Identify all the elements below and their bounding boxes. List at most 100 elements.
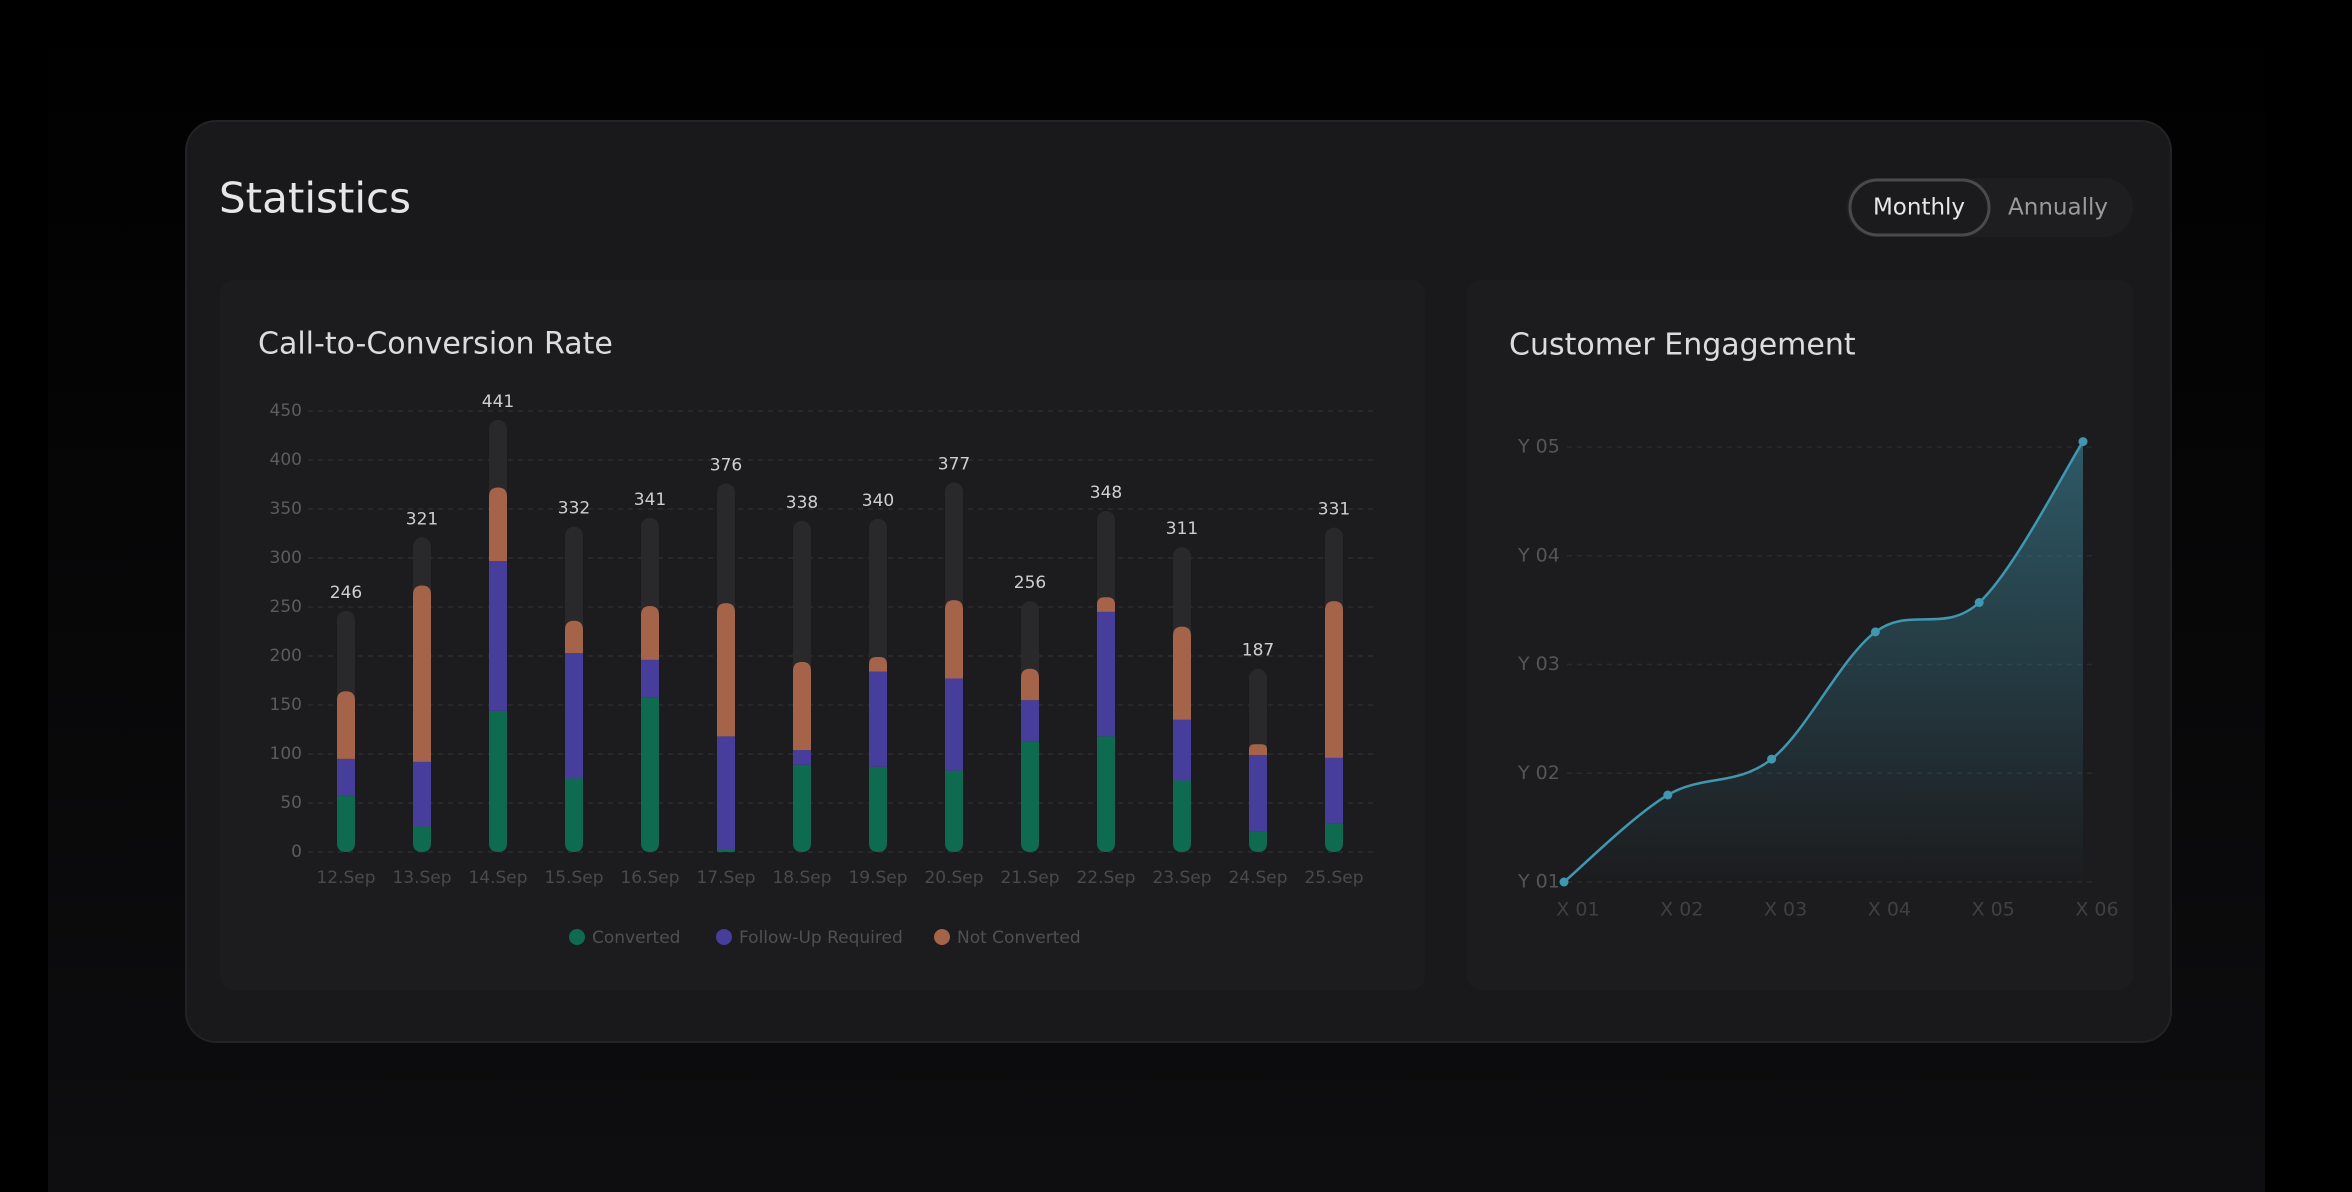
total-label: 348	[1090, 483, 1122, 503]
legend-label: Follow-Up Required	[739, 928, 903, 948]
total-label: 340	[862, 491, 894, 511]
y-tick-label: 450	[270, 401, 302, 421]
bar-segment	[1249, 744, 1267, 755]
bar-segment	[641, 606, 659, 660]
panel	[220, 280, 1425, 990]
legend-swatch	[934, 929, 950, 945]
y-tick-label: Y 04	[1517, 544, 1560, 566]
x-tick-label: 14.Sep	[468, 868, 527, 888]
tab-active	[1848, 178, 1991, 237]
total-label: 246	[330, 583, 362, 603]
total-label: 376	[710, 456, 742, 476]
x-tick-label: 17.Sep	[696, 868, 755, 888]
x-tick-label: 25.Sep	[1304, 868, 1363, 888]
total-label: 377	[938, 455, 970, 475]
x-tick-label: X 05	[1972, 899, 2015, 921]
bar-segment	[1173, 780, 1191, 852]
bar-segment	[793, 764, 811, 852]
x-tick-label: 13.Sep	[392, 868, 451, 888]
y-tick-label: Y 01	[1517, 871, 1560, 893]
tab[interactable]: Annually	[2008, 195, 2108, 221]
x-tick-label: 18.Sep	[772, 868, 831, 888]
bar-segment	[945, 600, 963, 679]
bar-segment	[1173, 719, 1191, 781]
bar-segment	[337, 691, 355, 759]
y-tick-label: 150	[270, 695, 302, 715]
x-tick-label: 19.Sep	[848, 868, 907, 888]
y-tick-label: Y 05	[1517, 436, 1560, 458]
bar-segment	[793, 750, 811, 765]
bar-segment	[869, 766, 887, 852]
bar-segment	[413, 585, 431, 762]
total-label: 321	[406, 509, 438, 529]
bar-segment	[1325, 757, 1343, 824]
bar-segment	[1097, 736, 1115, 852]
y-tick-label: 50	[280, 793, 302, 813]
y-tick-label: 100	[270, 744, 302, 764]
bar-segment	[337, 758, 355, 797]
total-label: 441	[482, 392, 514, 412]
total-label: 338	[786, 493, 818, 513]
page-title: Statistics	[219, 174, 411, 223]
bar-segment	[717, 849, 735, 852]
y-tick-label: 400	[270, 450, 302, 470]
chart-title: Call-to-Conversion Rate	[258, 327, 613, 362]
tab[interactable]: Monthly	[1873, 195, 1965, 221]
point	[1974, 598, 1984, 608]
bar-segment	[565, 653, 583, 779]
y-tick-label: 200	[270, 646, 302, 666]
y-tick-label: 0	[291, 842, 302, 862]
bar-segment	[945, 678, 963, 771]
y-tick-label: Y 02	[1517, 762, 1560, 784]
bar-segment	[1021, 700, 1039, 742]
bar-segment	[1249, 831, 1267, 852]
bar-segment	[565, 778, 583, 852]
bar-segment	[717, 736, 735, 850]
bar-segment	[337, 796, 355, 852]
x-tick-label: 22.Sep	[1076, 868, 1135, 888]
legend-label: Converted	[592, 928, 680, 948]
point	[2078, 437, 2088, 447]
bar-segment	[869, 671, 887, 767]
total-label: 311	[1166, 519, 1198, 539]
point	[1559, 877, 1569, 887]
x-tick-label: 15.Sep	[544, 868, 603, 888]
bar-segment	[1021, 741, 1039, 852]
bar-segment	[1021, 668, 1039, 701]
line	[1563, 440, 2085, 883]
y-tick-label: 300	[270, 548, 302, 568]
legend-label: Not Converted	[957, 928, 1081, 948]
x-tick-label: 12.Sep	[316, 868, 375, 888]
point	[1870, 627, 1880, 637]
point	[1767, 754, 1777, 764]
x-tick-label: X 01	[1556, 899, 1599, 921]
x-tick-label: 23.Sep	[1152, 868, 1211, 888]
x-tick-label: X 04	[1868, 899, 1911, 921]
x-tick-label: 20.Sep	[924, 868, 983, 888]
total-label: 341	[634, 490, 666, 510]
y-tick-label: 350	[270, 499, 302, 519]
bar-segment	[1249, 754, 1267, 832]
point	[1663, 790, 1673, 800]
chart-title: Customer Engagement	[1509, 328, 1856, 363]
bar-segment	[945, 770, 963, 852]
legend-swatch	[716, 929, 732, 945]
y-tick-label: Y 03	[1517, 653, 1560, 675]
bar-segment	[489, 487, 507, 561]
bar-segment	[1173, 626, 1191, 720]
bar-segment	[1097, 597, 1115, 612]
total-label: 331	[1318, 500, 1350, 520]
legend-swatch	[569, 929, 585, 945]
x-tick-label: 21.Sep	[1000, 868, 1059, 888]
total-label: 256	[1014, 573, 1046, 593]
bar-segment	[565, 620, 583, 654]
bar-segment	[489, 560, 507, 711]
area	[1564, 441, 2083, 882]
x-tick-label: X 02	[1660, 899, 1703, 921]
bar-segment	[489, 710, 507, 852]
bar-segment	[1325, 823, 1343, 852]
x-tick-label: 16.Sep	[620, 868, 679, 888]
bar-segment	[641, 697, 659, 852]
